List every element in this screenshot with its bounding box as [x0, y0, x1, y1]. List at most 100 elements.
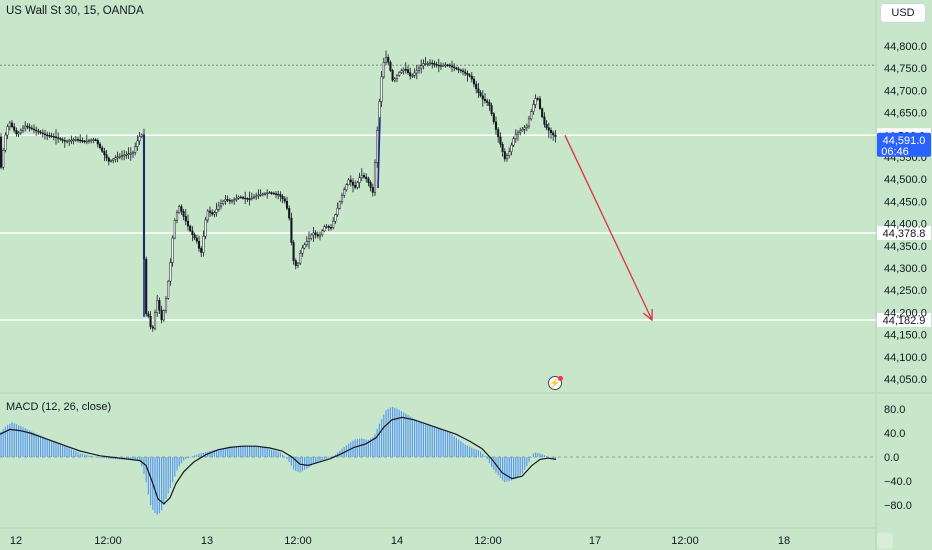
candle[interactable]: [145, 258, 148, 315]
candle[interactable]: [171, 237, 174, 263]
candle[interactable]: [272, 192, 275, 195]
candle[interactable]: [417, 67, 421, 71]
candle[interactable]: [200, 248, 203, 253]
candle[interactable]: [226, 199, 229, 201]
candle[interactable]: [301, 247, 304, 254]
candle[interactable]: [140, 134, 143, 137]
candle[interactable]: [131, 152, 135, 154]
candle[interactable]: [270, 192, 273, 194]
candle[interactable]: [354, 185, 357, 188]
candle[interactable]: [516, 132, 520, 135]
candle[interactable]: [228, 199, 231, 202]
candle[interactable]: [233, 199, 236, 202]
candle[interactable]: [72, 139, 75, 141]
candle[interactable]: [222, 200, 225, 204]
candle[interactable]: [367, 178, 370, 183]
candle[interactable]: [118, 155, 121, 158]
candle[interactable]: [420, 65, 423, 69]
candle[interactable]: [30, 127, 33, 130]
candle[interactable]: [6, 126, 9, 136]
candle[interactable]: [63, 140, 66, 142]
candle[interactable]: [415, 70, 418, 74]
candle[interactable]: [195, 237, 198, 242]
candle[interactable]: [83, 140, 86, 143]
candle[interactable]: [398, 72, 401, 76]
candle[interactable]: [327, 226, 330, 228]
candle[interactable]: [255, 195, 258, 198]
candle[interactable]: [490, 105, 493, 114]
candle[interactable]: [369, 182, 372, 188]
candle[interactable]: [521, 129, 524, 132]
candle[interactable]: [283, 198, 286, 202]
candle[interactable]: [400, 70, 403, 73]
candle[interactable]: [123, 154, 126, 157]
candle[interactable]: [129, 152, 132, 155]
candle[interactable]: [120, 155, 124, 157]
candle[interactable]: [356, 182, 359, 188]
candle[interactable]: [404, 68, 407, 71]
breakout-candle[interactable]: [377, 117, 381, 189]
symbol-title[interactable]: US Wall St 30, 15, OANDA: [6, 5, 144, 17]
candle[interactable]: [103, 151, 106, 156]
candle[interactable]: [329, 227, 333, 229]
candle[interactable]: [35, 129, 38, 132]
candle[interactable]: [442, 65, 445, 67]
candle[interactable]: [107, 157, 110, 162]
candle[interactable]: [459, 69, 462, 72]
candle[interactable]: [486, 100, 489, 103]
candle[interactable]: [523, 127, 526, 130]
candle[interactable]: [156, 300, 159, 313]
candle[interactable]: [70, 139, 73, 142]
candle[interactable]: [175, 212, 179, 221]
candle[interactable]: [54, 136, 58, 139]
candle[interactable]: [81, 140, 84, 142]
candle[interactable]: [204, 219, 207, 237]
candle[interactable]: [94, 139, 97, 141]
candle[interactable]: [281, 196, 284, 200]
macd-signal-line[interactable]: [0, 416, 557, 505]
candle[interactable]: [347, 179, 350, 185]
candle[interactable]: [514, 133, 517, 139]
candle[interactable]: [475, 83, 478, 90]
candle[interactable]: [57, 137, 60, 139]
candle[interactable]: [360, 175, 363, 178]
candle[interactable]: [153, 312, 157, 329]
candle[interactable]: [213, 212, 216, 215]
candle[interactable]: [167, 280, 170, 299]
candle[interactable]: [325, 226, 328, 228]
candle[interactable]: [279, 194, 282, 197]
candle[interactable]: [65, 140, 69, 143]
candle[interactable]: [446, 64, 449, 67]
candle[interactable]: [219, 203, 223, 207]
candle[interactable]: [173, 220, 176, 239]
candle[interactable]: [373, 161, 377, 193]
candle[interactable]: [178, 206, 181, 213]
projection-arrow-line[interactable]: [564, 135, 653, 321]
candle[interactable]: [211, 212, 214, 215]
candle[interactable]: [316, 234, 319, 237]
candle[interactable]: [266, 192, 269, 195]
candle[interactable]: [470, 75, 473, 80]
candle[interactable]: [307, 238, 311, 242]
candle[interactable]: [109, 160, 113, 162]
candle[interactable]: [87, 140, 91, 142]
candle[interactable]: [13, 126, 16, 131]
candle[interactable]: [409, 72, 412, 77]
candle[interactable]: [288, 208, 291, 219]
candle[interactable]: [439, 65, 443, 67]
candle[interactable]: [160, 309, 163, 321]
candle[interactable]: [413, 72, 416, 76]
candle[interactable]: [349, 179, 352, 183]
candle[interactable]: [257, 194, 260, 197]
candle[interactable]: [371, 187, 374, 193]
macd-indicator-title[interactable]: MACD (12, 26, close): [6, 401, 112, 413]
candle[interactable]: [305, 241, 308, 246]
candle[interactable]: [28, 126, 31, 129]
candle[interactable]: [48, 135, 51, 137]
candle[interactable]: [0, 136, 3, 168]
candle[interactable]: [519, 130, 522, 133]
candle[interactable]: [362, 175, 366, 178]
candle[interactable]: [343, 189, 346, 196]
candle[interactable]: [358, 177, 361, 183]
